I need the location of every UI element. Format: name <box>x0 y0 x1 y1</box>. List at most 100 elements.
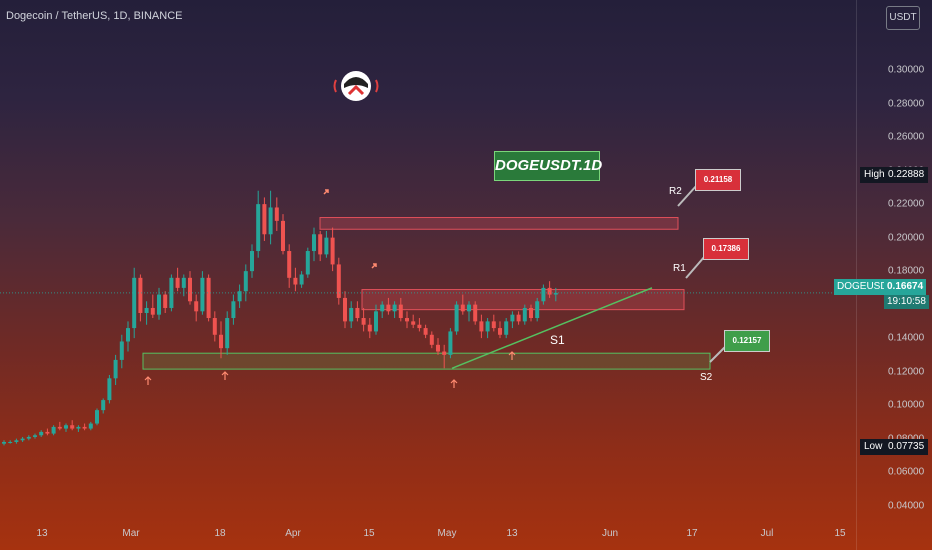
candle-body <box>380 304 385 312</box>
time-tick-label: Mar <box>122 528 140 539</box>
candle-body <box>336 264 341 298</box>
candle-body <box>299 274 304 285</box>
symbol-price-label: DOGEUSDT <box>834 279 897 295</box>
price-axis-separator <box>856 0 857 550</box>
candle-body <box>243 271 248 292</box>
candle-body <box>20 438 25 441</box>
zone-r1 <box>361 289 685 311</box>
candle-body <box>95 410 99 424</box>
candle-body <box>529 307 533 319</box>
candle-body <box>417 324 422 329</box>
candle-body <box>485 321 490 332</box>
currency-unit-button[interactable]: USDT <box>886 6 920 30</box>
s1-trendline <box>451 287 653 369</box>
candle-body <box>70 425 75 429</box>
candle-body <box>132 277 137 329</box>
candle-body <box>305 251 310 275</box>
candle-body <box>237 291 242 302</box>
candle-body <box>101 400 106 411</box>
candle-body <box>219 334 223 349</box>
time-tick-label: 17 <box>686 528 698 539</box>
candle-body <box>57 426 62 429</box>
price-tick-label: 0.18000 <box>888 265 925 277</box>
candle-body <box>274 207 279 221</box>
candle-body <box>256 204 261 252</box>
r2-callout[interactable]: 0.21158 <box>695 169 741 191</box>
time-tick-label: 15 <box>363 528 375 539</box>
candle-body <box>448 331 453 355</box>
candle-body <box>349 307 354 322</box>
price-tick-label: 0.14000 <box>888 332 925 344</box>
zone-r2 <box>319 217 679 230</box>
s1-label: S1 <box>550 333 565 347</box>
candle-body <box>181 277 186 288</box>
support-arrow-icon <box>144 376 152 385</box>
candle-body <box>454 304 459 332</box>
candle-body <box>212 318 217 335</box>
price-tick-label: 0.12000 <box>888 366 925 378</box>
candle-body <box>374 311 378 332</box>
candle-body <box>39 431 44 436</box>
time-tick-label: 15 <box>834 528 846 539</box>
candle-body <box>82 426 87 429</box>
candle-body <box>467 304 471 312</box>
candle-body <box>281 220 285 252</box>
low-value: 0.07735 <box>884 439 929 455</box>
candle-body <box>76 426 81 429</box>
candle-body <box>423 328 428 335</box>
candle-body <box>343 297 347 322</box>
zone-s2 <box>142 352 711 370</box>
time-tick-label: 13 <box>36 528 48 539</box>
candle-body <box>8 441 13 443</box>
price-tick-label: 0.04000 <box>888 500 925 512</box>
price-tick-label: 0.20000 <box>888 232 925 244</box>
s2-callout[interactable]: 0.12157 <box>724 330 770 352</box>
candle-body <box>287 251 292 278</box>
s2-pointer <box>709 345 727 363</box>
candle-body <box>33 435 37 437</box>
symbol-annotation-box[interactable]: DOGEUSDT.1D <box>494 151 602 181</box>
time-tick-label: 18 <box>214 528 226 539</box>
candle-body <box>157 294 161 315</box>
candle-body <box>535 301 540 319</box>
candle-body <box>392 304 397 312</box>
candle-body <box>107 378 112 401</box>
candle-body <box>355 307 360 319</box>
candle-body <box>113 359 118 379</box>
candle-body <box>144 307 149 313</box>
support-arrow-icon <box>450 379 458 388</box>
price-tick-label: 0.30000 <box>888 64 925 76</box>
candle-body <box>119 341 124 360</box>
bar-countdown: 19:10:58 <box>884 295 929 309</box>
price-tick-label: 0.22000 <box>888 198 925 210</box>
candle-body <box>200 277 205 312</box>
candle-body <box>175 277 180 288</box>
candle-body <box>231 301 236 319</box>
candle-body <box>361 318 366 325</box>
candle-body <box>547 287 552 295</box>
candle-body <box>163 294 168 308</box>
candle-body <box>553 292 558 295</box>
price-tick-label: 0.28000 <box>888 98 925 110</box>
time-tick-label: Apr <box>285 528 301 539</box>
candle-body <box>194 301 199 312</box>
r1-callout[interactable]: 0.17386 <box>703 238 749 260</box>
candle-body <box>262 204 267 235</box>
candle-body <box>188 277 192 302</box>
candle-body <box>411 321 416 325</box>
r2-label: R2 <box>669 186 682 197</box>
candle-body <box>405 318 409 322</box>
candle-body <box>64 425 68 429</box>
candle-body <box>436 344 440 352</box>
price-tick-label: 0.06000 <box>888 466 925 478</box>
high-label: High <box>860 167 889 183</box>
candle-body <box>541 287 546 302</box>
time-tick-label: 13 <box>506 528 518 539</box>
candle-body <box>126 328 130 342</box>
time-tick-label: Jun <box>601 528 619 539</box>
support-arrow-icon <box>508 351 516 360</box>
candle-body <box>442 351 447 355</box>
candle-body <box>26 436 31 439</box>
